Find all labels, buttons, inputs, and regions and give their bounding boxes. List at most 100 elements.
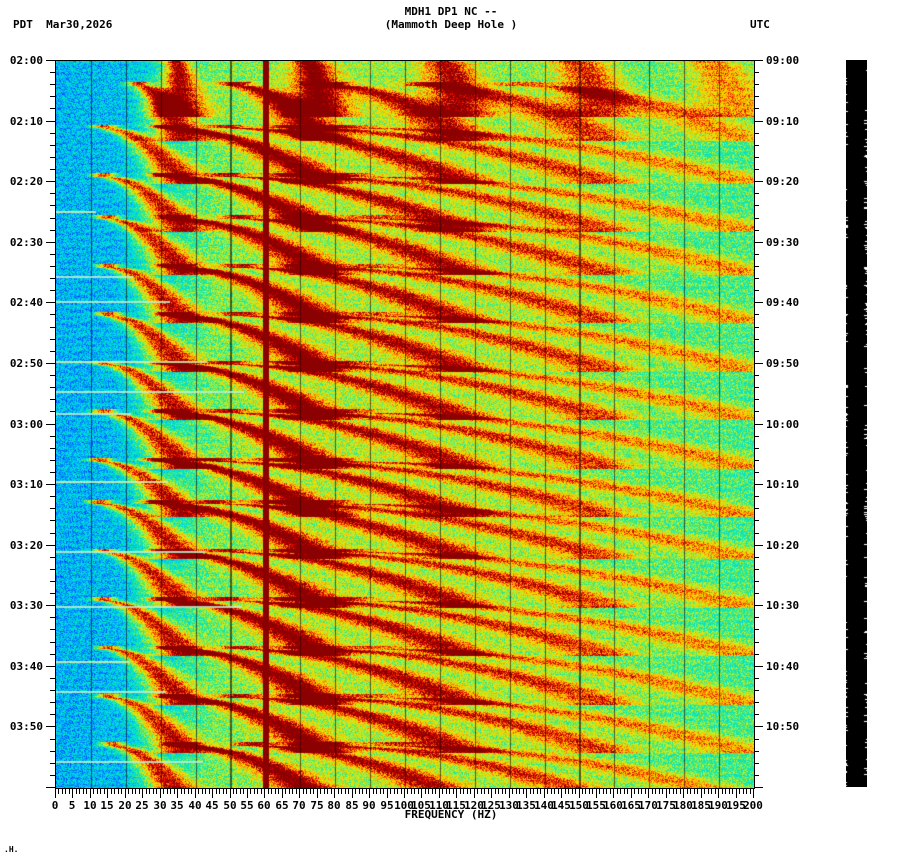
x-tick bbox=[495, 789, 496, 794]
x-tick bbox=[540, 789, 541, 794]
x-tick bbox=[86, 789, 87, 794]
x-tick bbox=[711, 789, 712, 794]
x-tick bbox=[421, 789, 422, 798]
x-tick bbox=[603, 789, 604, 794]
x-tick bbox=[79, 789, 80, 794]
x-tick bbox=[442, 789, 443, 794]
x-tick bbox=[212, 789, 213, 798]
x-tick bbox=[230, 789, 231, 798]
y-tick-left bbox=[46, 363, 55, 364]
x-tick bbox=[509, 789, 510, 798]
x-tick bbox=[167, 789, 168, 794]
x-tick bbox=[704, 789, 705, 794]
x-tick bbox=[97, 789, 98, 794]
page-title: MDH1 DP1 NC -- bbox=[404, 5, 498, 18]
x-tick bbox=[554, 789, 555, 794]
x-tick bbox=[240, 789, 241, 794]
x-tick bbox=[690, 789, 691, 794]
x-tick bbox=[254, 789, 255, 794]
y-axis-label-pdt: 03:40 bbox=[9, 660, 43, 673]
y-axis-label-utc: 09:10 bbox=[766, 115, 800, 128]
x-tick bbox=[739, 789, 740, 794]
x-tick bbox=[320, 789, 321, 794]
x-tick bbox=[589, 789, 590, 794]
x-tick bbox=[394, 789, 395, 794]
x-tick bbox=[435, 789, 436, 794]
x-tick bbox=[285, 789, 286, 794]
x-tick bbox=[345, 789, 346, 794]
x-tick bbox=[683, 789, 684, 798]
y-tick-left bbox=[46, 302, 55, 303]
x-tick bbox=[551, 789, 552, 794]
x-tick bbox=[100, 789, 101, 794]
header-left-timezone-date: PDT Mar30,2026 bbox=[13, 18, 113, 31]
x-tick bbox=[334, 789, 335, 798]
x-tick bbox=[750, 789, 751, 794]
x-tick bbox=[725, 789, 726, 794]
x-tick bbox=[676, 789, 677, 794]
x-tick bbox=[687, 789, 688, 794]
y-tick-left bbox=[46, 787, 55, 788]
x-tick bbox=[638, 789, 639, 794]
x-tick bbox=[243, 789, 244, 794]
x-tick bbox=[83, 789, 84, 794]
x-tick bbox=[659, 789, 660, 794]
x-tick bbox=[425, 789, 426, 794]
y-tick-right bbox=[754, 424, 763, 425]
x-tick bbox=[264, 789, 265, 798]
x-tick bbox=[463, 789, 464, 794]
y-axis-label-pdt: 03:20 bbox=[9, 539, 43, 552]
corner-mark: .H. bbox=[4, 845, 19, 854]
x-tick bbox=[139, 789, 140, 794]
x-tick bbox=[202, 789, 203, 794]
x-tick bbox=[198, 789, 199, 794]
x-tick bbox=[599, 789, 600, 794]
x-tick bbox=[708, 789, 709, 794]
x-tick bbox=[743, 789, 744, 794]
x-tick bbox=[278, 789, 279, 794]
x-tick bbox=[533, 789, 534, 794]
x-tick bbox=[512, 789, 513, 794]
x-tick bbox=[76, 789, 77, 794]
y-tick-right bbox=[754, 60, 763, 61]
x-tick bbox=[156, 789, 157, 794]
y-tick-right bbox=[754, 726, 763, 727]
y-axis-label-pdt: 02:10 bbox=[9, 115, 43, 128]
x-tick bbox=[247, 789, 248, 798]
x-tick bbox=[306, 789, 307, 794]
x-tick bbox=[484, 789, 485, 794]
x-tick bbox=[170, 789, 171, 794]
y-axis-label-utc: 10:20 bbox=[766, 539, 800, 552]
x-tick bbox=[149, 789, 150, 794]
x-tick bbox=[544, 789, 545, 798]
x-tick bbox=[579, 789, 580, 798]
x-tick bbox=[121, 789, 122, 794]
x-tick bbox=[355, 789, 356, 794]
x-tick bbox=[694, 789, 695, 794]
x-tick bbox=[366, 789, 367, 794]
amplitude-strip-canvas bbox=[846, 60, 867, 787]
x-tick bbox=[209, 789, 210, 794]
amplitude-strip bbox=[846, 60, 867, 787]
x-tick bbox=[177, 789, 178, 798]
x-tick bbox=[125, 789, 126, 798]
x-tick bbox=[418, 789, 419, 794]
x-tick bbox=[289, 789, 290, 794]
y-tick-right bbox=[754, 181, 763, 182]
x-tick bbox=[380, 789, 381, 794]
x-tick bbox=[359, 789, 360, 794]
x-tick bbox=[404, 789, 405, 798]
x-tick bbox=[69, 789, 70, 794]
x-tick bbox=[317, 789, 318, 798]
x-tick bbox=[107, 789, 108, 798]
x-tick bbox=[160, 789, 161, 798]
x-tick bbox=[195, 789, 196, 798]
x-tick bbox=[561, 789, 562, 798]
x-tick bbox=[652, 789, 653, 794]
y-axis-label-pdt: 02:40 bbox=[9, 296, 43, 309]
x-tick bbox=[558, 789, 559, 794]
x-tick bbox=[753, 789, 754, 798]
x-tick bbox=[634, 789, 635, 794]
y-tick-left bbox=[46, 424, 55, 425]
x-tick bbox=[387, 789, 388, 798]
